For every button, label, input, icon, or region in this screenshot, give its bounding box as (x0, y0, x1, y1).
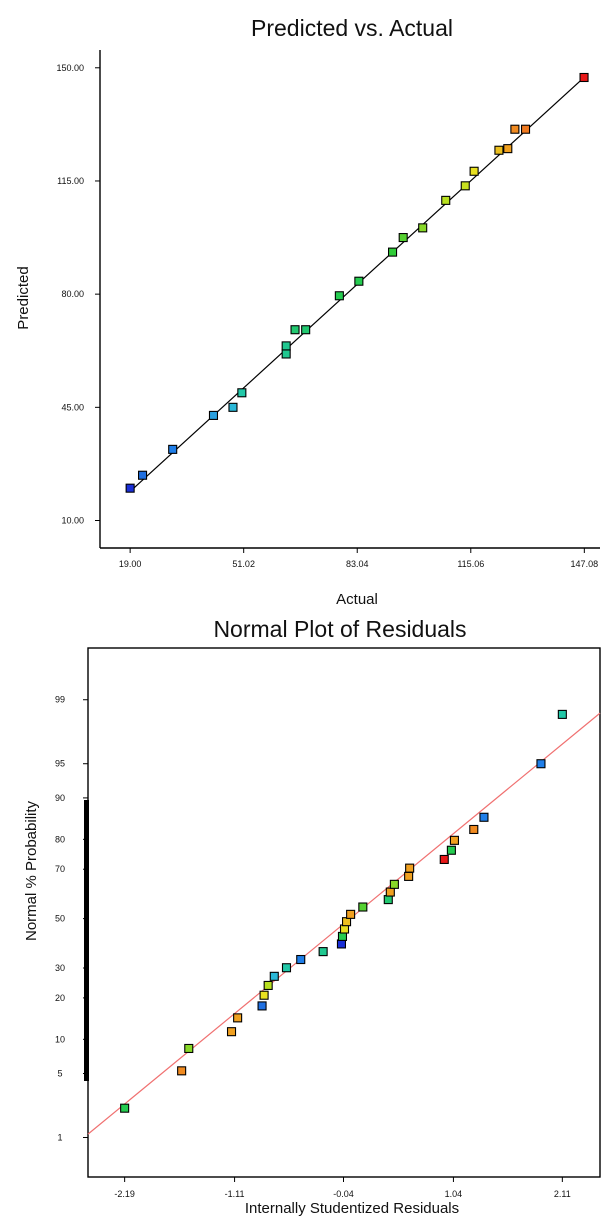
chart1-data-point (228, 402, 238, 412)
chart2-x-tick-label: -0.04 (333, 1189, 354, 1199)
chart2-data-point (557, 709, 567, 719)
chart2-data-point (404, 871, 414, 881)
chart2-data-point (233, 1013, 243, 1023)
chart1-data-point (494, 145, 504, 155)
chart1-y-tick-label: 45.00 (61, 402, 84, 412)
chart2-y-tick-label: 95 (55, 759, 65, 769)
chart2-title: Normal Plot of Residuals (213, 616, 466, 642)
chart2-data-point (296, 954, 306, 965)
chart1-data-point (398, 233, 408, 243)
chart2-y-tick-label: 30 (55, 963, 65, 973)
chart2-x-tick-label: 2.11 (554, 1189, 571, 1199)
chart1-frame (99, 50, 600, 549)
chart1-data-point (354, 276, 364, 286)
chart2-data-point (281, 963, 292, 973)
chart2-data-point (226, 1027, 237, 1037)
chart2-data-point (469, 824, 479, 835)
chart1-data-point (334, 291, 344, 301)
chart2-frame (87, 647, 601, 1178)
chart2-data-point (336, 939, 347, 949)
chart1-data-point (469, 166, 479, 176)
chart2-data-point (385, 887, 395, 897)
chart2-y-axis-label: Normal % Probability (23, 800, 40, 941)
chart1-data-point (503, 144, 513, 154)
chart1-x-tick-label: 51.02 (232, 559, 255, 569)
chart2-y-ticks: 1 5 10 20 30 50 70 80 90 95 99 (55, 695, 88, 1142)
chart2-data-point (263, 980, 273, 990)
chart2-data-point (536, 759, 546, 769)
chart2-y-tick-label: 1 (57, 1132, 62, 1142)
chart2-x-ticks: -2.19 -1.11 -0.04 1.04 2.11 (114, 1177, 571, 1199)
chart1-data-point (301, 325, 311, 335)
chart1-data-point (125, 483, 135, 493)
chart2-y-axis-band (84, 800, 89, 1081)
chart1-data-point (520, 124, 531, 134)
chart2-data-point (257, 1001, 267, 1011)
chart2-y-tick-label: 99 (55, 695, 65, 705)
chart1-data-point (441, 195, 451, 205)
chart1-y-ticks: 10.00 45.00 80.00 115.00 150.00 (56, 63, 100, 526)
chart1-x-tick-label: 147.08 (571, 559, 599, 569)
chart2-data-point (120, 1103, 130, 1113)
chart1-y-tick-label: 10.00 (61, 516, 84, 526)
chart1-x-tick-label: 19.00 (119, 559, 142, 569)
chart2-data-point (259, 990, 269, 1000)
chart2-data-point (184, 1043, 194, 1054)
chart1-data-point (290, 325, 300, 335)
chart2-data-point (318, 947, 328, 957)
chart1-data-point (237, 388, 247, 398)
chart-normal-plot-of-residuals: Normal Plot of Residuals 1 5 10 20 30 50 70 80 9… (23, 616, 601, 1217)
chart2-data-point (446, 845, 456, 855)
chart1-data-point (579, 72, 589, 83)
chart2-x-axis-label: Internally Studentized Residuals (245, 1200, 459, 1217)
chart1-data-point (460, 181, 470, 191)
chart2-y-tick-label: 50 (55, 914, 65, 924)
chart2-y-tick-label: 5 (57, 1069, 62, 1079)
chart2-data-point (389, 879, 399, 889)
chart2-data-point (383, 895, 393, 905)
chart2-data-point (479, 812, 489, 822)
chart1-y-tick-label: 150.00 (56, 63, 84, 73)
chart1-y-tick-label: 115.00 (57, 176, 84, 186)
chart2-data-point (177, 1066, 187, 1076)
chart2-data-point (449, 835, 459, 845)
chart2-y-tick-label: 80 (55, 834, 65, 844)
chart1-data-point (208, 410, 219, 420)
chart2-data-point (358, 902, 368, 912)
chart2-x-tick-label: -2.19 (114, 1189, 135, 1199)
chart2-data-point (337, 931, 348, 941)
chart1-x-ticks: 19.00 51.02 83.04 115.06 147.08 (119, 548, 598, 569)
chart2-data-point (346, 909, 356, 919)
chart1-x-tick-label: 83.04 (346, 559, 369, 569)
chart1-x-tick-label: 115.06 (457, 559, 484, 569)
chart1-data-point (168, 444, 178, 454)
chart2-y-tick-label: 70 (55, 864, 65, 874)
chart1-title: Predicted vs. Actual (251, 15, 453, 41)
chart2-x-tick-label: -1.11 (225, 1189, 245, 1199)
chart1-data-point (281, 349, 291, 359)
chart2-y-tick-label: 10 (55, 1034, 65, 1044)
chart2-y-tick-label: 90 (55, 793, 65, 803)
chart2-x-tick-label: 1.04 (445, 1189, 463, 1199)
chart1-x-axis-label: Actual (336, 591, 378, 608)
chart1-data-point (510, 124, 520, 134)
chart2-data-point (269, 971, 279, 981)
chart1-y-tick-label: 80.00 (61, 289, 84, 299)
chart2-points (120, 709, 567, 1113)
chart1-data-point (418, 223, 428, 233)
chart1-y-axis-label: Predicted (15, 266, 32, 329)
chart1-data-point (388, 247, 398, 257)
chart2-data-point (405, 863, 415, 873)
chart1-data-point (138, 470, 148, 480)
chart2-y-tick-label: 20 (55, 993, 65, 1003)
chart1-data-point (281, 341, 291, 351)
chart1-points (125, 72, 589, 493)
chart-predicted-vs-actual: Predicted vs. Actual 10.00 45.00 80.00 115.… (15, 15, 600, 608)
chart2-data-point (439, 854, 449, 865)
